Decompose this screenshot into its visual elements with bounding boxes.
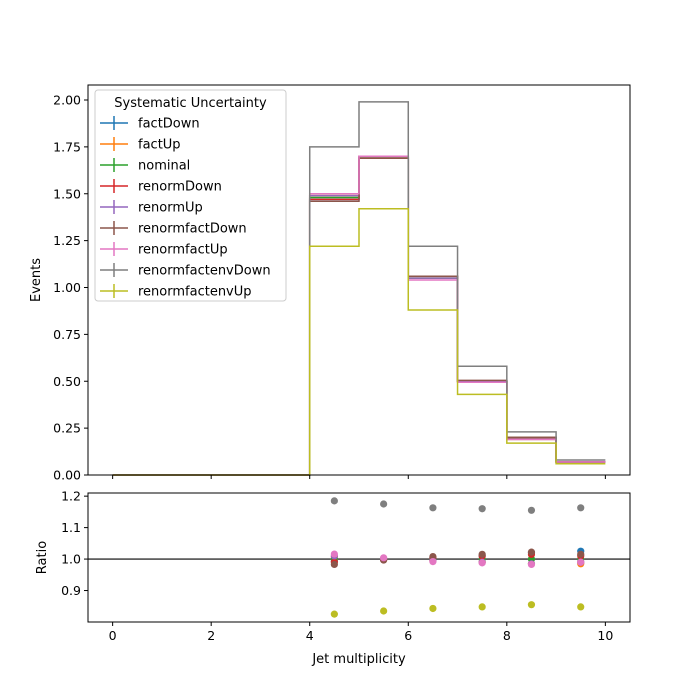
ratio-point-renormfactDown — [330, 560, 338, 569]
top-y-axis: 0.00 0.25 0.50 0.75 1.00 1.25 1.50 1.75 2.00 — [53, 93, 88, 483]
x-tick-label: 10 — [597, 628, 613, 643]
legend-entry-renormDown: renormDown — [100, 179, 222, 195]
legend-label: renormfactDown — [138, 222, 247, 237]
y-tick-label: 1.25 — [53, 233, 81, 248]
y-tick-label: 2.00 — [53, 93, 81, 108]
ratio-point-renormfactenvUp — [478, 603, 486, 611]
ratio-point-renormfactUp — [429, 557, 437, 566]
ratio-point-renormfactenvDown — [330, 497, 338, 505]
y-tick-label: 1.00 — [53, 280, 81, 295]
y-tick-label: 0.50 — [53, 374, 81, 389]
ratio-panel-frame — [87, 492, 631, 623]
y-tick-label: 0.00 — [53, 468, 81, 483]
ratio-y-axis: 0.9 1.0 1.1 1.2 — [61, 489, 88, 598]
legend-label: nominal — [138, 159, 190, 174]
ratio-point-renormfactenvDown — [527, 506, 536, 514]
top-y-axis-label: Events — [29, 258, 44, 302]
legend-entry-renormfactDown: renormfactDown — [100, 221, 247, 237]
ratio-point-renormfactUp — [478, 559, 486, 567]
top-x-ticks — [112, 475, 606, 479]
ratio-point-renormfactenvUp — [429, 604, 437, 613]
top-panel-frame — [87, 84, 631, 476]
legend: Systematic Uncertainty factDown factUp nom… — [94, 89, 287, 302]
legend-entry-renormUp: renormUp — [100, 200, 203, 216]
ratio-point-renormfactUp — [380, 554, 388, 562]
ratio-point-renormfactDown — [527, 548, 536, 556]
legend-title: Systematic Uncertainty — [114, 96, 267, 111]
ratio-y-axis-label: Ratio — [35, 541, 50, 574]
ratio-point-renormfactenvDown — [478, 505, 486, 513]
ratio-point-renormfactDown — [429, 552, 437, 561]
x-tick-label: 0 — [109, 628, 117, 643]
legend-entry-renormfactenvUp: renormfactenvUp — [100, 284, 252, 300]
ratio-point-renormfactUp — [330, 550, 338, 558]
ratio-point-renormfactenvDown — [577, 504, 585, 512]
y-tick-label: 1.75 — [53, 139, 81, 154]
legend-label: renormDown — [138, 180, 222, 195]
ratio-point-renormfactenvUp — [577, 603, 585, 611]
x-tick-label: 2 — [207, 628, 215, 643]
y-tick-label: 0.25 — [53, 421, 81, 436]
ratio-y-tick-label: 1.1 — [61, 520, 81, 535]
ratio-panel: 0.9 1.0 1.1 1.2 0 2 4 6 8 10 Ratio Jet multiplic… — [35, 489, 631, 667]
legend-label: factDown — [138, 117, 200, 132]
x-tick-label: 8 — [503, 628, 511, 643]
ratio-point-renormfactDown — [478, 550, 486, 558]
x-tick-label: 6 — [404, 628, 412, 643]
legend-entry-renormfactenvDown: renormfactenvDown — [100, 263, 271, 279]
ratio-y-tick-label: 0.9 — [61, 583, 81, 598]
legend-label: renormfactenvUp — [138, 285, 252, 300]
legend-label: factUp — [138, 138, 181, 153]
legend-label: renormUp — [138, 201, 203, 216]
ratio-x-axis: 0 2 4 6 8 10 — [109, 622, 613, 643]
ratio-y-tick-label: 1.2 — [61, 489, 81, 504]
legend-entries: factDown factUp nominal renormDown renormUp r… — [100, 116, 271, 300]
legend-entry-factDown: factDown — [100, 116, 200, 132]
legend-entry-renormfactUp: renormfactUp — [100, 242, 228, 258]
legend-entry-factUp: factUp — [100, 137, 181, 153]
top-panel: 0.00 0.25 0.50 0.75 1.00 1.25 1.50 1.75 2.00 Eve… — [29, 84, 631, 483]
ratio-point-renormfactUp — [527, 560, 536, 569]
ratio-point-renormfactDown — [577, 550, 585, 558]
ratio-points-group — [330, 497, 585, 618]
ratio-point-renormfactenvUp — [380, 607, 388, 615]
ratio-y-tick-label: 1.0 — [61, 552, 81, 567]
legend-entry-nominal: nominal — [100, 158, 190, 174]
legend-box — [94, 89, 287, 302]
ratio-point-renormfactenvDown — [429, 504, 437, 512]
ratio-point-renormfactenvUp — [330, 610, 338, 618]
ratio-point-renormfactUp — [577, 558, 585, 566]
y-tick-label: 0.75 — [53, 327, 81, 342]
ratio-point-renormfactenvUp — [527, 601, 536, 609]
x-axis-label: Jet multiplicity — [311, 652, 406, 667]
ratio-point-renormfactenvDown — [380, 500, 388, 508]
legend-label: renormfactenvDown — [138, 264, 271, 279]
legend-label: renormfactUp — [138, 243, 228, 258]
y-tick-label: 1.50 — [53, 186, 81, 201]
x-tick-label: 4 — [306, 628, 314, 643]
